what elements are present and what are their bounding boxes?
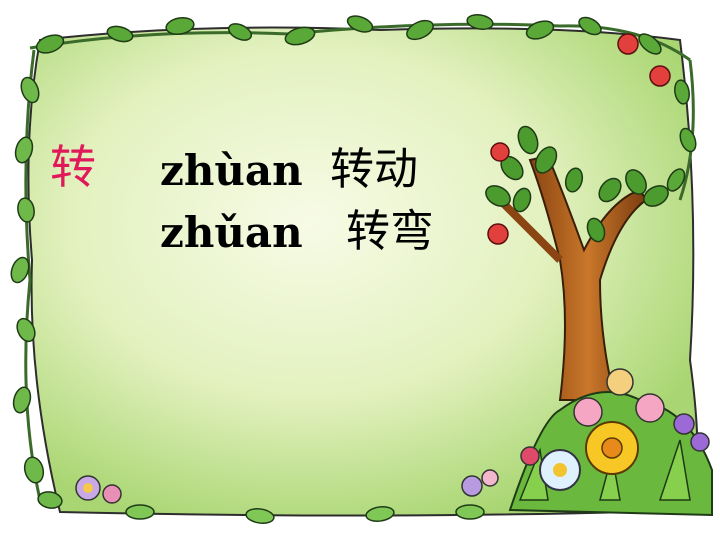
example-word-2: 转弯 — [346, 206, 434, 257]
apple-tree — [485, 33, 671, 401]
leaf-decor — [35, 13, 697, 192]
bottom-left-flowers — [75, 475, 122, 504]
pinyin-reading-1: zhùan — [160, 146, 303, 195]
example-word-1: 转动 — [330, 144, 418, 195]
bottom-mid-flowers — [461, 469, 499, 497]
main-character: 转 — [50, 140, 96, 194]
pinyin-reading-2: zhǔan — [160, 208, 303, 257]
flower-bed — [508, 368, 713, 517]
